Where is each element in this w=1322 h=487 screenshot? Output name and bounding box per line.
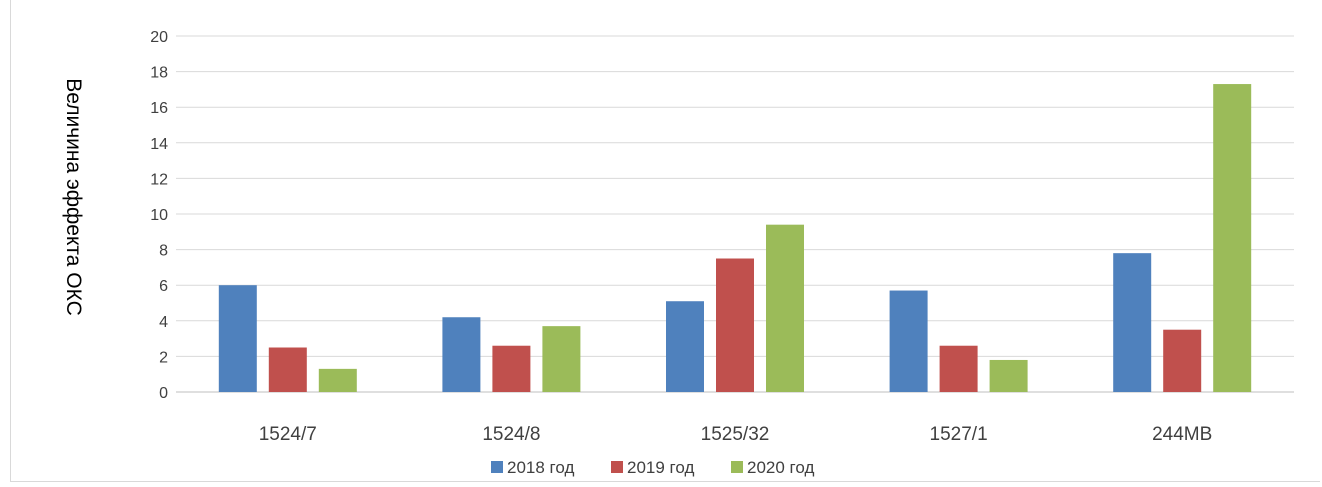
y-tick-label: 2: [159, 349, 168, 366]
category-label: 1525/32: [701, 424, 770, 445]
bar: [442, 317, 481, 392]
bars: [218, 84, 1252, 392]
y-tick-label: 10: [150, 207, 168, 224]
y-tick-label: 18: [150, 65, 168, 82]
legend-swatch: [491, 461, 503, 473]
bar: [1163, 329, 1202, 392]
y-tick-labels: 0 2 4 6 8 10 12 14 16 18 20: [150, 29, 168, 402]
y-tick-label: 16: [150, 100, 168, 117]
bar: [542, 326, 581, 392]
legend-entry: 2020 год: [747, 458, 814, 477]
bar: [268, 347, 307, 392]
bar: [492, 345, 531, 392]
category-label: 1524/8: [482, 424, 540, 445]
legend-entry: 2019 год: [627, 458, 694, 477]
bar: [318, 368, 357, 392]
bar: [1213, 84, 1252, 392]
y-tick-label: 4: [159, 314, 168, 331]
bar: [716, 258, 754, 392]
legend: 2018 год 2019 год 2020 год: [491, 458, 814, 477]
category-label: 244MB: [1152, 424, 1212, 445]
y-tick-label: 0: [159, 385, 168, 402]
y-tick-label: 6: [159, 278, 168, 295]
bar: [666, 301, 704, 392]
category-labels: 1524/7 1524/8 1525/32 1527/1 244MB: [259, 424, 1213, 445]
bar: [939, 345, 978, 392]
y-axis-label: Величина эффекта ОКС: [62, 78, 85, 316]
category-label: 1524/7: [259, 424, 317, 445]
y-tick-label: 12: [150, 171, 168, 188]
legend-swatch: [731, 461, 743, 473]
chart-frame: 0 2 4 6 8 10 12 14 16 18 20 1524/7 1524/8 1525/32 152…: [10, 0, 1320, 482]
bar: [889, 290, 928, 392]
bar: [1113, 253, 1152, 392]
bar: [218, 285, 257, 392]
category-label: 1527/1: [930, 424, 988, 445]
gridlines: [176, 35, 1294, 393]
y-tick-label: 20: [150, 29, 168, 46]
legend-entry: 2018 год: [507, 458, 574, 477]
y-tick-label: 8: [159, 243, 168, 260]
bar: [766, 224, 804, 392]
y-tick-label: 14: [150, 136, 168, 153]
legend-swatch: [611, 461, 623, 473]
bar: [989, 359, 1028, 392]
